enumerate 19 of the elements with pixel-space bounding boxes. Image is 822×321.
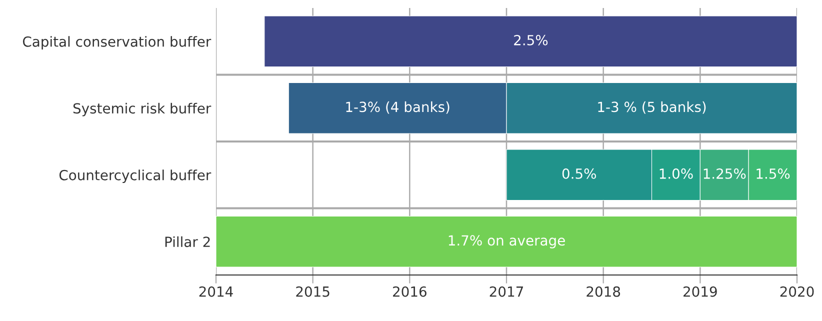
annotation: 0.5% [562,168,596,179]
annotation: 1.0% [660,168,693,179]
x-tick-label: 2014 [199,286,233,297]
y-tick-label: Pillar 2 [165,236,210,248]
y-tick-label: Countercyclical buffer [59,170,212,184]
x-tick-label: 2015 [296,286,330,297]
x-tick-label: 2017 [490,286,523,297]
annotation: 1.25% [704,168,746,179]
x-tick-label: 2019 [684,286,717,297]
y-tick-label: Systemic risk buffer [73,102,212,116]
annotation: 1.5% [756,168,790,179]
y-tick-label: Capital conservation buffer [22,36,212,50]
x-tick-label: 2016 [393,286,426,297]
x-tick-label: 2020 [780,286,814,297]
annotation: 2.5% [514,34,548,46]
annotation: 1.7% on average [448,235,565,248]
annotation: 1-3% (4 banks) [346,101,450,114]
x-tick-label: 2018 [586,286,620,297]
annotation: 1-3 % (5 banks) [598,101,706,114]
